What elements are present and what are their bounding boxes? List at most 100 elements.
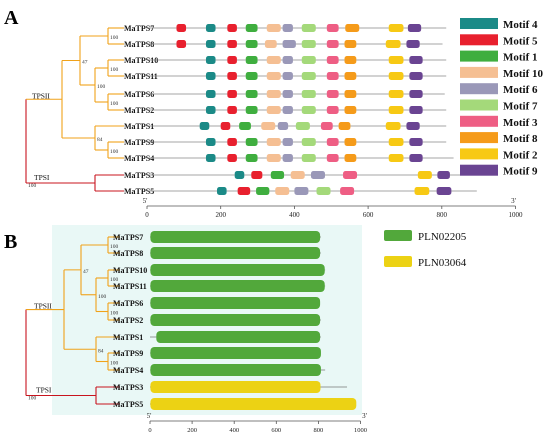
motif-box (205, 154, 216, 162)
motif-box (344, 56, 357, 64)
motif-box (326, 154, 339, 162)
axis-tick-label: 600 (363, 211, 374, 219)
legend-swatch (460, 132, 498, 144)
motif-box (409, 72, 423, 80)
axis-tick-label: 0 (145, 211, 149, 219)
motif-box (227, 90, 237, 98)
motif-box (176, 40, 187, 48)
motif-box (282, 90, 293, 98)
motif-box (345, 24, 360, 32)
gene-name: MaTPS8 (124, 40, 154, 49)
legend-swatch (460, 66, 498, 78)
motif-box (261, 122, 276, 130)
gene-name: MaTPS11 (113, 282, 147, 291)
motif-box (205, 72, 216, 80)
gene-name: MaTPS6 (124, 90, 154, 99)
bootstrap-value: 100 (110, 311, 119, 317)
motif-box (406, 40, 420, 48)
motif-box (282, 24, 293, 32)
motif-box (227, 56, 237, 64)
motif-box (436, 187, 452, 195)
motif-box (176, 24, 187, 32)
motif-box (245, 90, 258, 98)
legend-label: Motif 7 (503, 101, 538, 113)
motif-box (310, 171, 325, 179)
motif-legend: Motif 4 Motif 5 Motif 1 Motif 10 Motif 6 Moti… (460, 18, 544, 178)
gene-name: MaTPS3 (124, 171, 154, 180)
motif-box (295, 122, 310, 130)
motif-box (301, 90, 316, 98)
motif-box (407, 24, 422, 32)
legend-swatch (460, 18, 498, 29)
motif-box (251, 171, 263, 179)
motif-box (199, 122, 210, 130)
gene-name: MaTPS4 (113, 366, 143, 375)
panel-b-domain-structures: MaTPS7 MaTPS8 MaTPS10 MaTPS11 MaTPS6 MaTPS2 Ma… (113, 231, 357, 410)
gene-name: MaTPS6 (113, 299, 143, 308)
gene-name: MaTPS7 (113, 233, 143, 242)
domain-box (150, 347, 321, 359)
legend-swatch (460, 115, 498, 127)
motif-box (320, 122, 333, 130)
legend-swatch (460, 99, 498, 111)
motif-box (301, 40, 316, 48)
domain-box (150, 364, 321, 376)
motif-box (245, 24, 258, 32)
gene-name: MaTPS9 (113, 349, 143, 358)
bootstrap-value: 100 (28, 183, 37, 189)
domain-box (150, 314, 321, 326)
motif-box (326, 24, 339, 32)
motif-box (227, 138, 237, 146)
bootstrap-value: 100 (110, 35, 119, 41)
legend-label: Motif 3 (503, 117, 538, 129)
motif-box (301, 72, 316, 80)
motif-box (270, 171, 285, 179)
legend-swatch (460, 83, 498, 95)
domain-box (150, 247, 321, 259)
motif-box (326, 106, 339, 114)
panel-a-axis: 0 200 400 600 800 1000 5' 3' (143, 197, 523, 219)
motif-box (205, 56, 216, 64)
motif-box (227, 40, 237, 48)
gene-name: MaTPS10 (124, 56, 158, 65)
motif-box (409, 106, 423, 114)
motif-box (237, 187, 251, 195)
legend-swatch (460, 34, 498, 46)
motif-box (326, 90, 339, 98)
panel-a-tree: 100 100 47 100 100 84 100 100 TPSII TPSI (25, 27, 124, 192)
motif-box (245, 154, 258, 162)
bootstrap-value: 47 (83, 269, 89, 275)
bootstrap-value: 100 (110, 67, 119, 73)
legend-label: Motif 10 (503, 68, 544, 80)
legend-label: Motif 8 (503, 133, 538, 145)
motif-box (234, 171, 245, 179)
axis-tick-label: 200 (215, 211, 226, 219)
motif-box (414, 187, 430, 195)
legend-swatch (460, 50, 498, 62)
bootstrap-value: 100 (98, 294, 107, 300)
motif-box (282, 72, 293, 80)
legend-swatch (460, 148, 498, 160)
bootstrap-value: 100 (97, 84, 106, 90)
axis-tick-label: 1000 (509, 211, 524, 219)
legend-swatch (384, 230, 412, 241)
gene-name: MaTPS5 (124, 187, 154, 196)
panel-a-gene-structures: MaTPS7 MaTPS8 MaTPS10 MaTPS11 MaTPS6 MaTPS2 Ma… (124, 24, 492, 196)
axis-tick-label: 0 (148, 427, 151, 434)
motif-box (326, 56, 339, 64)
motif-box (205, 40, 216, 48)
legend-label: PLN02205 (418, 231, 467, 243)
motif-box (282, 154, 293, 162)
motif-box (205, 106, 216, 114)
motif-box (245, 56, 258, 64)
motif-box (301, 24, 316, 32)
axis-tick-label: 200 (187, 427, 197, 434)
motif-box (409, 56, 423, 64)
motif-box (409, 154, 423, 162)
motif-box (343, 171, 358, 179)
motif-box (301, 138, 316, 146)
motif-box (290, 171, 305, 179)
motif-box (264, 40, 277, 48)
motif-box (266, 106, 281, 114)
axis-5prime-label: 5' (147, 412, 152, 420)
